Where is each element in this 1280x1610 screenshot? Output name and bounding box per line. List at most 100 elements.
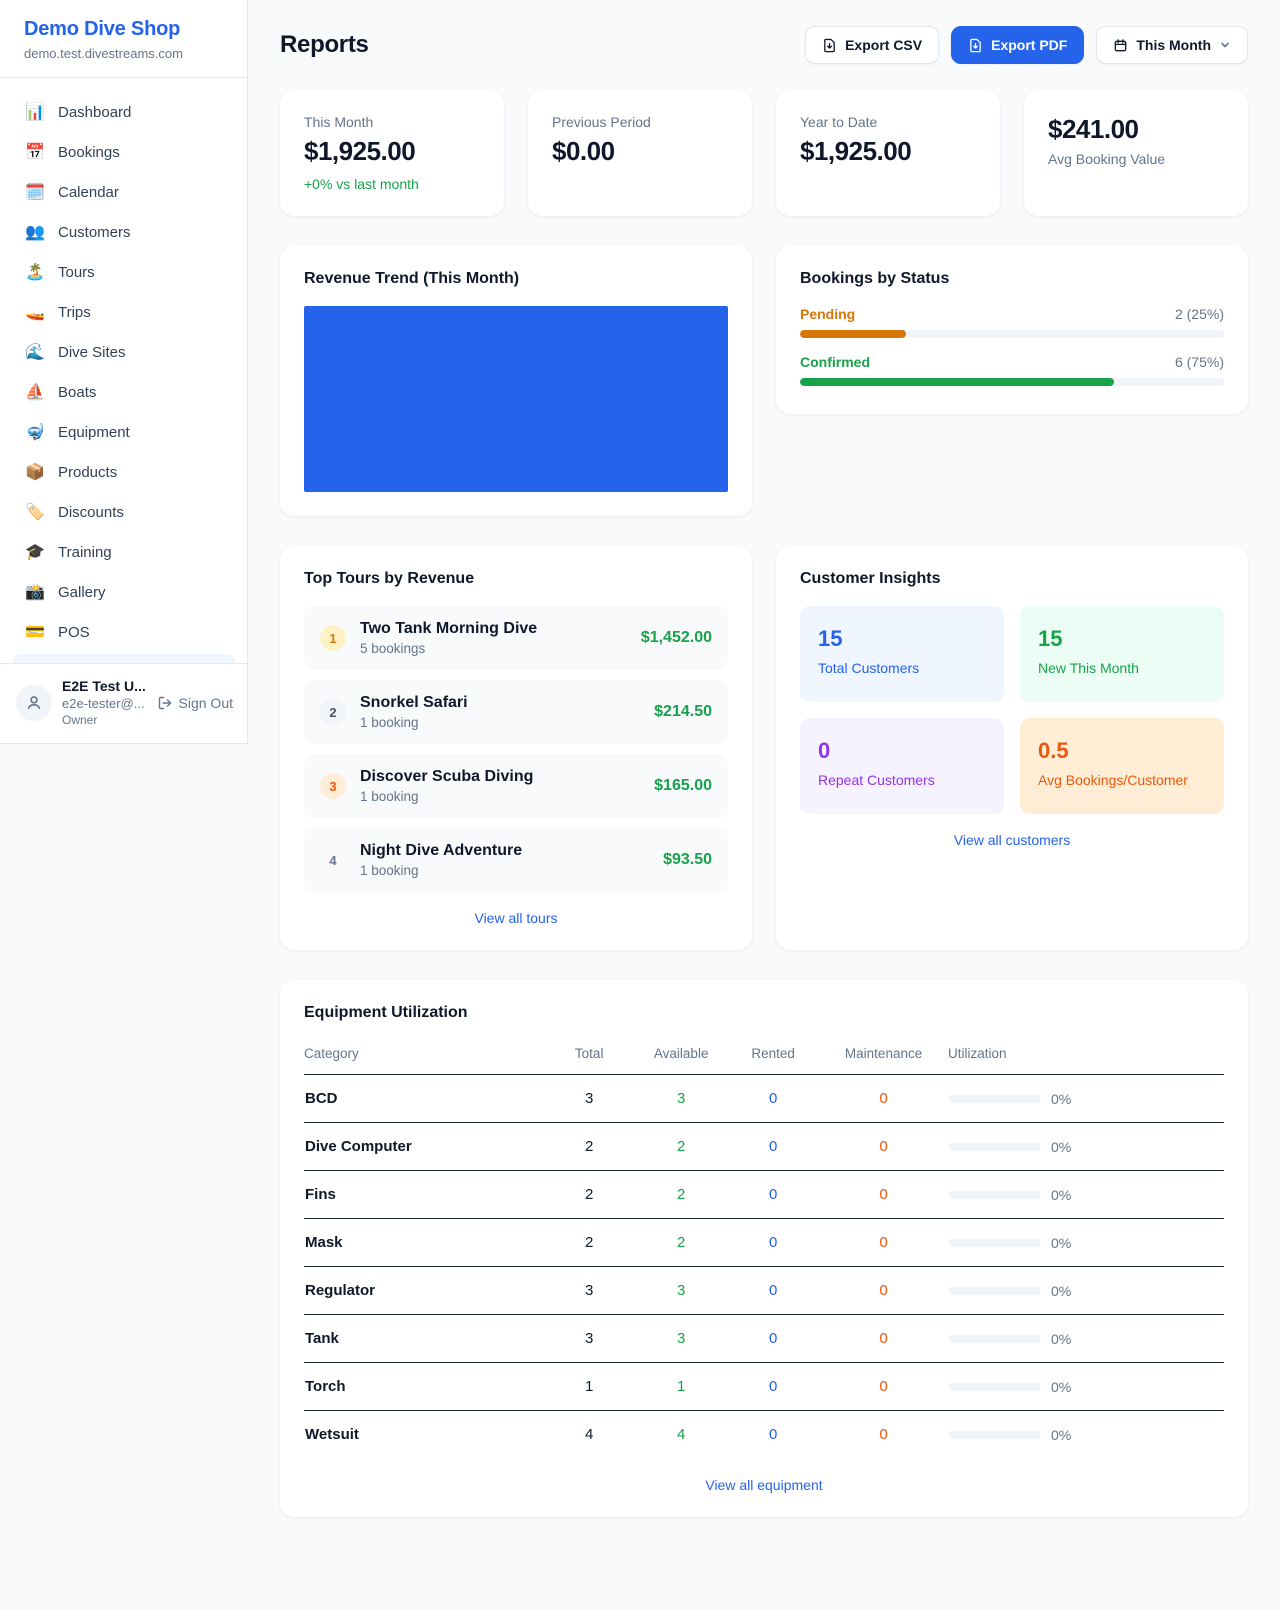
table-row: Mask 2 2 0 0 0% (304, 1218, 1224, 1267)
insights-row: Top Tours by Revenue 1 Two Tank Morning D… (280, 546, 1248, 950)
tour-info: Two Tank Morning Dive 5 bookings (360, 620, 537, 656)
sidebar-item-label: POS (58, 623, 90, 641)
view-all-tours-link[interactable]: View all tours (474, 910, 558, 926)
avatar (16, 684, 52, 721)
equipment-total: 4 (585, 1426, 594, 1444)
equipment-rented: 0 (727, 1218, 820, 1267)
logout-icon (158, 696, 171, 709)
sidebar-nav: 📊 Dashboard 📅 Bookings 🗓️ Calendar 👥 Customers 🏝… (0, 78, 247, 652)
equipment-maintenance: 0 (819, 1218, 948, 1267)
sidebar-item-boats[interactable]: ⛵ Boats (12, 372, 235, 412)
bookings-by-status-card: Bookings by Status Pending 2 (25%) Confirm… (776, 246, 1248, 414)
view-all-customers-link[interactable]: View all customers (953, 832, 1071, 848)
equipment-available: 4 (677, 1426, 686, 1444)
sidebar-item-dashboard[interactable]: 📊 Dashboard (12, 92, 235, 132)
sidebar-item-dive-sites[interactable]: 🌊 Dive Sites (12, 332, 235, 372)
equipment-category: BCD (304, 1074, 544, 1123)
diving-mask-icon: 🤿 (25, 424, 45, 441)
wave-icon: 🌊 (25, 344, 45, 361)
insight-label: Repeat Customers (818, 772, 935, 788)
stat-label: This Month (304, 114, 374, 130)
sidebar-item-label: Trips (58, 303, 91, 321)
status-head: Confirmed 6 (75%) (800, 354, 1224, 370)
equipment-maintenance: 0 (819, 1170, 948, 1219)
rank-badge: 3 (320, 773, 346, 799)
equipment-col-header: Maintenance (819, 1040, 948, 1075)
tour-bookings: 1 booking (360, 715, 419, 730)
export-pdf-button[interactable]: Export PDF (951, 26, 1085, 64)
stats-grid: This Month $1,925.00 +0% vs last month P… (280, 90, 1248, 216)
sidebar-item-products[interactable]: 📦 Products (12, 452, 235, 492)
utilization-bar: 0% (948, 1427, 1223, 1443)
sidebar-item-customers[interactable]: 👥 Customers (12, 212, 235, 252)
sidebar-item-label: Bookings (58, 143, 120, 161)
sidebar-item-discounts[interactable]: 🏷️ Discounts (12, 492, 235, 532)
status-progress-track (800, 330, 1224, 338)
table-row: Regulator 3 3 0 0 0% (304, 1266, 1224, 1315)
equipment-total: 2 (543, 1122, 636, 1171)
equipment-available: 2 (635, 1170, 728, 1219)
insight-value: 0.5 (1038, 738, 1069, 763)
sidebar-item-label: Boats (58, 383, 97, 401)
sailboat-icon: ⛵ (25, 384, 45, 401)
tour-list-item[interactable]: 3 Discover Scuba Diving 1 booking $165.00 (304, 754, 728, 818)
equipment-maintenance: 0 (819, 1122, 948, 1171)
view-all-equipment-link[interactable]: View all equipment (705, 1476, 823, 1493)
utilization-bar: 0% (948, 1379, 1223, 1395)
tour-list-item[interactable]: 2 Snorkel Safari 1 booking $214.50 (304, 680, 728, 744)
status-row-pending: Pending 2 (25%) (800, 306, 1224, 338)
sidebar-item-calendar[interactable]: 🗓️ Calendar (12, 172, 235, 212)
table-row: Tank 3 3 0 0 0% (304, 1314, 1224, 1363)
period-selector[interactable]: This Month (1096, 26, 1248, 64)
utilization-percent: 0% (1050, 1138, 1072, 1155)
period-label: This Month (1136, 37, 1211, 53)
sidebar-item-trips[interactable]: 🚤 Trips (12, 292, 235, 332)
equipment-col-header: Available (635, 1040, 728, 1075)
status-progress-track (800, 378, 1224, 386)
page-title: Reports (280, 31, 369, 58)
tour-info: Night Dive Adventure 1 booking (360, 842, 522, 878)
sidebar-item-label: Gallery (58, 583, 106, 601)
sidebar-item-reports-partial[interactable] (12, 654, 235, 663)
sidebar-item-pos[interactable]: 💳 POS (12, 612, 235, 652)
equipment-rented: 0 (727, 1266, 820, 1315)
tour-bookings: 5 bookings (360, 641, 426, 656)
status-row-confirmed: Confirmed 6 (75%) (800, 354, 1224, 386)
equipment-category: Tank (304, 1314, 544, 1363)
shop-domain: demo.test.divestreams.com (24, 46, 183, 61)
sidebar-item-training[interactable]: 🎓 Training (12, 532, 235, 572)
utilization-bar: 0% (948, 1330, 1223, 1347)
table-row: BCD 3 3 0 0 0% (304, 1074, 1224, 1123)
tour-list-item[interactable]: 4 Night Dive Adventure 1 booking $93.50 (304, 828, 728, 892)
insight-tile-total-customers: 15 Total Customers (800, 606, 1004, 702)
sidebar-item-gallery[interactable]: 📸 Gallery (12, 572, 235, 612)
camera-icon: 📸 (25, 584, 45, 601)
stat-label: Year to Date (800, 114, 878, 130)
status-label: Confirmed (800, 354, 870, 370)
equipment-category: Torch (304, 1362, 544, 1411)
speedboat-icon: 🚤 (25, 304, 45, 321)
utilization-percent: 0% (1050, 1330, 1072, 1347)
revenue-trend-title: Revenue Trend (This Month) (304, 270, 520, 287)
shop-name[interactable]: Demo Dive Shop (24, 18, 181, 40)
sign-out-button[interactable]: Sign Out (157, 695, 233, 711)
equipment-available: 2 (635, 1218, 728, 1267)
status-progress-fill (800, 330, 906, 338)
customer-insights-card: Customer Insights 15 Total Customers 15 New… (776, 546, 1248, 950)
sidebar-item-tours[interactable]: 🏝️ Tours (12, 252, 235, 292)
tour-name: Discover Scuba Diving (360, 768, 534, 785)
header-actions: Export CSV Export PDF This Month (805, 26, 1248, 64)
table-row: Wetsuit 4 4 0 0 0% (304, 1411, 1224, 1459)
revenue-trend-chart (304, 306, 728, 492)
tour-revenue: $165.00 (654, 777, 712, 794)
stat-card-this-month: This Month $1,925.00 +0% vs last month (280, 90, 504, 216)
stat-value: $0.00 (552, 136, 615, 166)
insight-tiles: 15 Total Customers 15 New This Month 0 Repeat… (800, 606, 1224, 814)
stat-label: Previous Period (552, 114, 651, 130)
tour-list-item[interactable]: 1 Two Tank Morning Dive 5 bookings $1,452.0… (304, 606, 728, 670)
sidebar-item-bookings[interactable]: 📅 Bookings (12, 132, 235, 172)
export-csv-button[interactable]: Export CSV (805, 26, 940, 64)
sidebar-item-equipment[interactable]: 🤿 Equipment (12, 412, 235, 452)
insight-value: 15 (1038, 626, 1063, 651)
bookings-by-status-title: Bookings by Status (800, 270, 950, 287)
